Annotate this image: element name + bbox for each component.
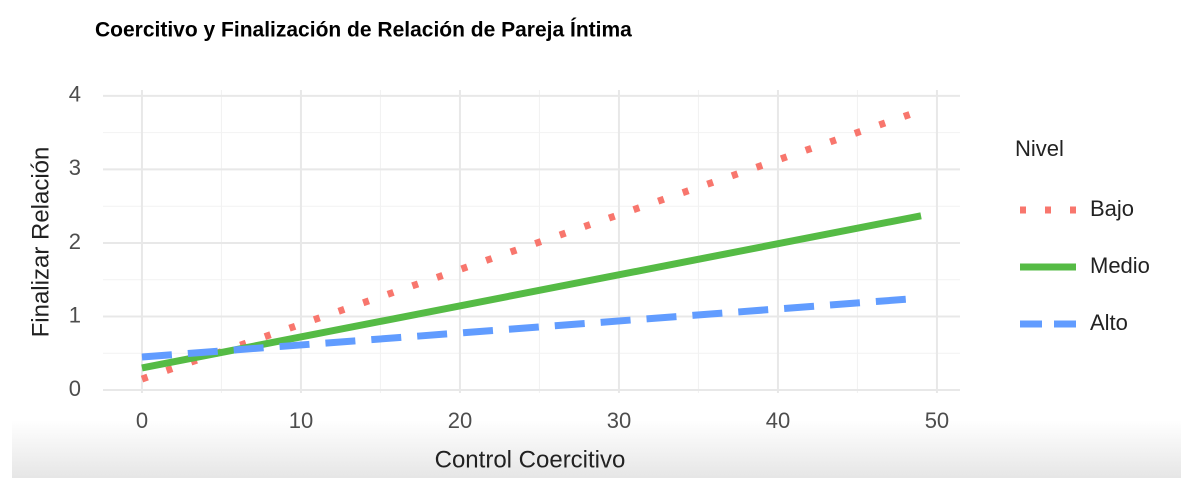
y-tick-label: 1	[69, 302, 81, 327]
x-tick-label: 30	[607, 408, 631, 433]
legend-label: Medio	[1090, 253, 1150, 278]
x-tick-label: 40	[766, 408, 790, 433]
y-tick-label: 3	[69, 155, 81, 180]
x-tick-label: 10	[289, 408, 313, 433]
x-tick-label: 20	[448, 408, 472, 433]
series-line	[140, 107, 923, 383]
x-tick-label: 50	[925, 408, 949, 433]
x-tick-label: 0	[136, 408, 148, 433]
series-line	[141, 212, 922, 372]
x-axis-label: Control Coercitivo	[435, 446, 626, 473]
chart-title: Coercitivo y Finalización de Relación de…	[95, 19, 632, 42]
legend-label: Alto	[1090, 310, 1128, 335]
y-tick-label: 0	[69, 376, 81, 401]
y-axis-label: Finalizar Relación	[27, 147, 54, 338]
y-tick-label: 4	[69, 82, 81, 107]
series-line	[141, 294, 922, 361]
legend-title: Nivel	[1015, 136, 1064, 161]
legend-label: Bajo	[1090, 196, 1134, 221]
y-tick-label: 2	[69, 229, 81, 254]
shadow	[12, 420, 1181, 478]
